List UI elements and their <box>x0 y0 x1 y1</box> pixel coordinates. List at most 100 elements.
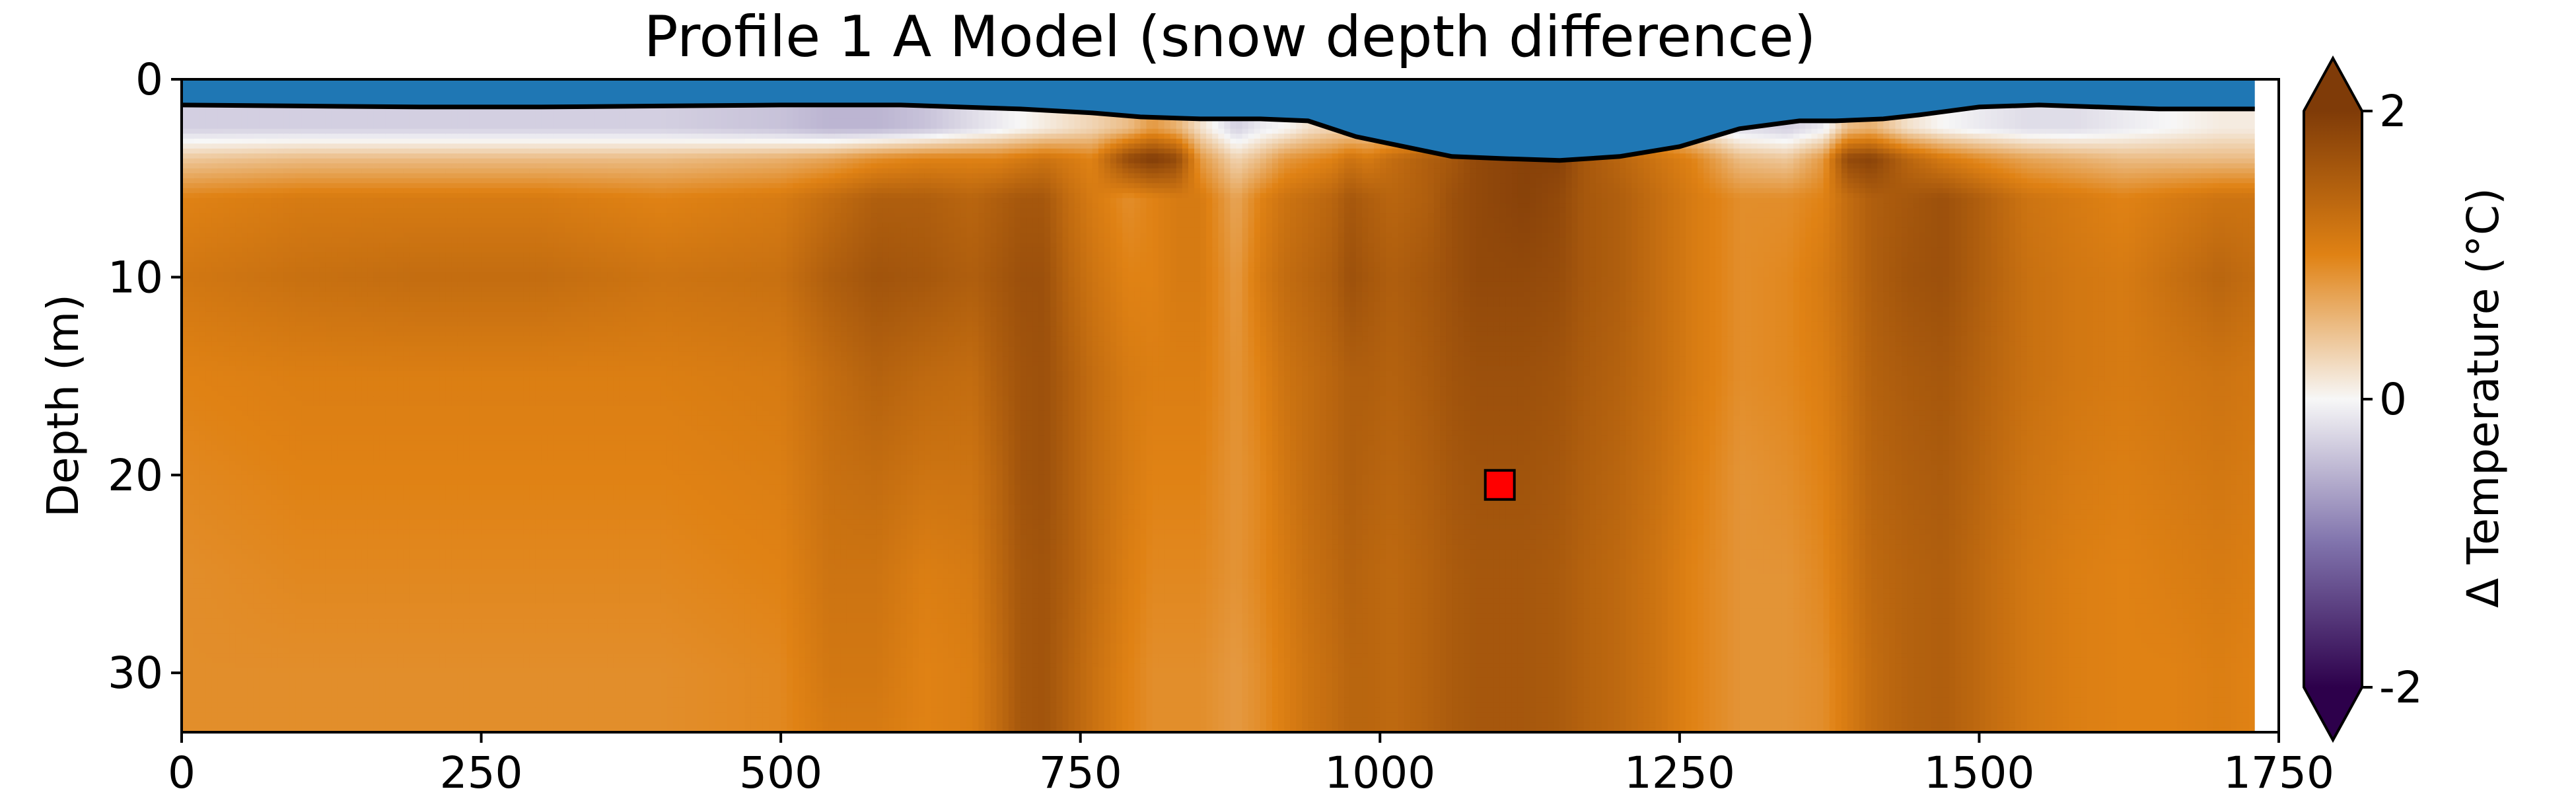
heatmap-cell <box>397 351 404 357</box>
heatmap-cell <box>349 524 356 530</box>
heatmap-cell <box>367 480 375 486</box>
heatmap-cell <box>313 524 320 530</box>
heatmap-cell <box>199 707 207 713</box>
heatmap-cell <box>266 425 272 432</box>
heatmap-cell <box>361 376 369 382</box>
heatmap-cell <box>337 455 344 461</box>
heatmap-cell <box>349 213 356 219</box>
heatmap-cell <box>295 128 303 135</box>
heatmap-cell <box>307 208 314 213</box>
heatmap-cell <box>319 663 326 669</box>
heatmap-cell <box>361 193 369 199</box>
heatmap-cell <box>266 311 272 318</box>
heatmap-cell <box>361 262 369 268</box>
heatmap-cell <box>182 519 188 525</box>
heatmap-cell <box>361 519 369 525</box>
heatmap-cell <box>361 504 369 510</box>
heatmap-cell <box>289 321 297 328</box>
heatmap-cell <box>331 317 338 322</box>
heatmap-cell <box>301 504 308 510</box>
heatmap-cell <box>355 539 362 545</box>
heatmap-cell <box>325 712 332 718</box>
heatmap-cell <box>241 163 248 169</box>
heatmap-cell <box>266 667 272 673</box>
heatmap-cell <box>266 559 272 565</box>
heatmap-cell <box>307 529 314 535</box>
heatmap-cell <box>307 391 314 397</box>
heatmap-cell <box>194 554 201 560</box>
heatmap-cell <box>253 653 260 659</box>
heatmap-cell <box>205 317 213 322</box>
heatmap-cell <box>337 118 344 125</box>
heatmap-cell <box>361 603 369 609</box>
heatmap-cell <box>349 460 356 466</box>
heatmap-cell <box>205 490 213 496</box>
heatmap-cell <box>397 317 404 322</box>
heatmap-cell <box>313 584 320 589</box>
heatmap-cell <box>194 257 201 263</box>
heatmap-cell <box>271 722 278 728</box>
heatmap-cell <box>194 317 201 322</box>
heatmap-cell <box>211 524 219 530</box>
heatmap-cell <box>343 474 350 481</box>
heatmap-cell <box>319 420 326 426</box>
heatmap-cell <box>331 346 338 352</box>
heatmap-cell <box>229 588 236 595</box>
heatmap-cell <box>301 406 308 412</box>
heatmap-cell <box>283 336 291 342</box>
heatmap-cell <box>182 396 188 402</box>
heatmap-cell <box>397 188 404 194</box>
heatmap-cell <box>259 193 266 199</box>
heatmap-cell <box>229 633 236 639</box>
heatmap-cell <box>373 554 380 560</box>
heatmap-cell <box>397 287 404 293</box>
heatmap-cell <box>199 341 207 347</box>
heatmap-cell <box>289 648 297 654</box>
heatmap-cell <box>313 410 320 416</box>
heatmap-cell <box>217 257 225 263</box>
heatmap-cell <box>182 173 188 179</box>
heatmap-cell <box>355 143 362 149</box>
heatmap-cell <box>343 376 350 382</box>
heatmap-cell <box>277 445 285 451</box>
heatmap-cell <box>217 148 225 155</box>
heatmap-cell <box>211 346 219 352</box>
heatmap-cell <box>289 376 297 382</box>
heatmap-cell <box>319 628 326 634</box>
heatmap-cell <box>373 148 380 155</box>
heatmap-cell <box>211 118 219 125</box>
heatmap-cell <box>205 223 213 229</box>
heatmap-cell <box>289 203 297 209</box>
heatmap-cell <box>361 628 369 634</box>
heatmap-cell <box>331 366 338 372</box>
heatmap-cell <box>271 223 278 229</box>
heatmap-cell <box>349 287 356 293</box>
heatmap-cell <box>205 474 213 481</box>
heatmap-cell <box>283 237 291 243</box>
heatmap-cell <box>289 628 297 634</box>
heatmap-cell <box>259 381 266 387</box>
heatmap-cell <box>217 648 225 654</box>
heatmap-cell <box>247 341 254 347</box>
heatmap-cell <box>361 598 369 605</box>
heatmap-cell <box>205 683 213 689</box>
heatmap-cell <box>307 707 314 713</box>
heatmap-cell <box>259 178 266 184</box>
heatmap-cell <box>325 203 332 209</box>
heatmap-cell <box>391 593 398 599</box>
heatmap-cell <box>277 406 285 412</box>
heatmap-cell <box>349 549 356 555</box>
heatmap-cell <box>295 247 303 253</box>
heatmap-cell <box>194 326 201 332</box>
heatmap-cell <box>223 653 231 659</box>
heatmap-cell <box>385 198 392 204</box>
heatmap-cell <box>295 233 303 239</box>
heatmap-cell <box>235 524 242 530</box>
heatmap-cell <box>182 687 188 693</box>
heatmap-cell <box>205 252 213 258</box>
heatmap-cell <box>355 693 362 699</box>
heatmap-cell <box>391 712 398 718</box>
heatmap-cell <box>205 663 213 669</box>
heatmap-cell <box>325 138 332 145</box>
heatmap-cell <box>229 217 236 223</box>
